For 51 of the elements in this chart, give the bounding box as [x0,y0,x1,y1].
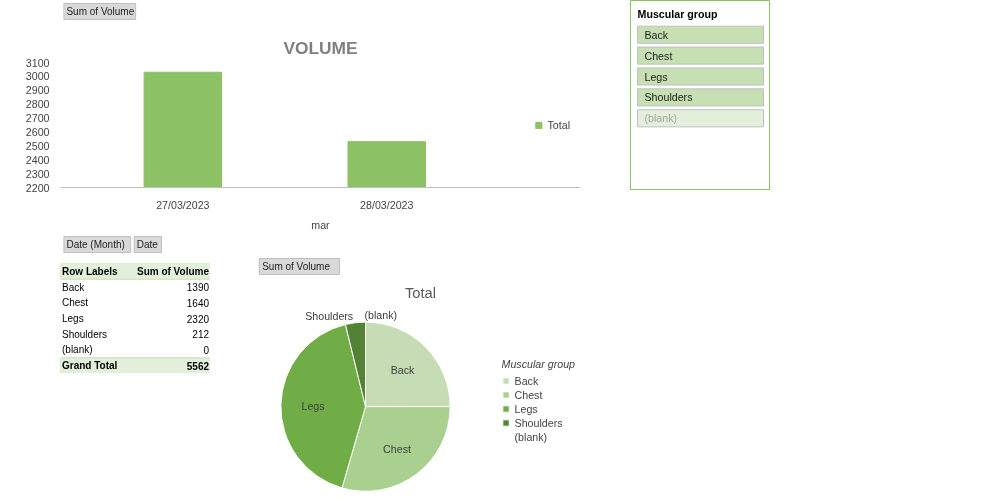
legend-label: Back [514,374,539,387]
text: Shoulders [62,328,108,340]
chart-title: VOLUME [283,37,358,58]
y-tick-label: 2700 [25,112,50,125]
y-tick-label: 2200 [25,181,50,194]
category-label: (blank) [364,309,398,322]
y-tick-label: 2400 [25,153,50,166]
x-axis-title: mar [311,218,331,231]
slice-label: Chest [383,442,411,455]
legend-label: Total [547,118,570,131]
text: Row Labels [62,265,118,277]
text: Legs [62,313,84,324]
text: Muscular group [637,7,718,20]
text: Back [62,281,86,293]
text: Legs [644,70,668,83]
y-tick-label: 3100 [25,56,50,69]
x-tick-label: 28/03/2023 [360,198,414,211]
text: Date (Month) [66,239,125,250]
text: 2320 [186,313,210,325]
y-tick-label: 2500 [25,139,50,152]
text: 0 [203,344,210,356]
text: Grand Total [62,360,118,372]
text: Back [644,28,669,41]
text: Chest [62,297,89,309]
text: Date [136,239,159,250]
x-tick-label: 27/03/2023 [156,198,210,211]
y-tick-label: 3000 [25,70,50,83]
text: (blank) [644,112,678,125]
slice-label: Legs [301,399,325,412]
category-label: (blank) [514,430,548,443]
y-tick-label: 2300 [25,167,50,180]
text: Shoulders [644,91,693,104]
y-tick-label: 2600 [25,125,50,138]
text: Chest [644,49,673,62]
slice-label: Back [390,363,416,376]
text: 5562 [186,360,210,372]
legend-label: Chest [514,388,543,401]
text: (blank) [62,344,93,356]
y-tick-label: 2800 [25,98,50,111]
text: Sum of Volume [136,265,210,277]
legend-label: Legs [514,402,538,415]
y-tick-label: 2900 [25,84,50,97]
chart-title: Total [405,284,436,301]
text: 212 [192,329,210,341]
text: Sum of Volume [262,261,331,272]
legend-title: Muscular group [501,357,575,370]
text: 1390 [186,282,210,294]
slice-label: Shoulders [305,309,354,322]
text: Sum of Volume [66,6,135,17]
text: 1640 [186,297,210,309]
legend-label: Shoulders [514,416,563,429]
